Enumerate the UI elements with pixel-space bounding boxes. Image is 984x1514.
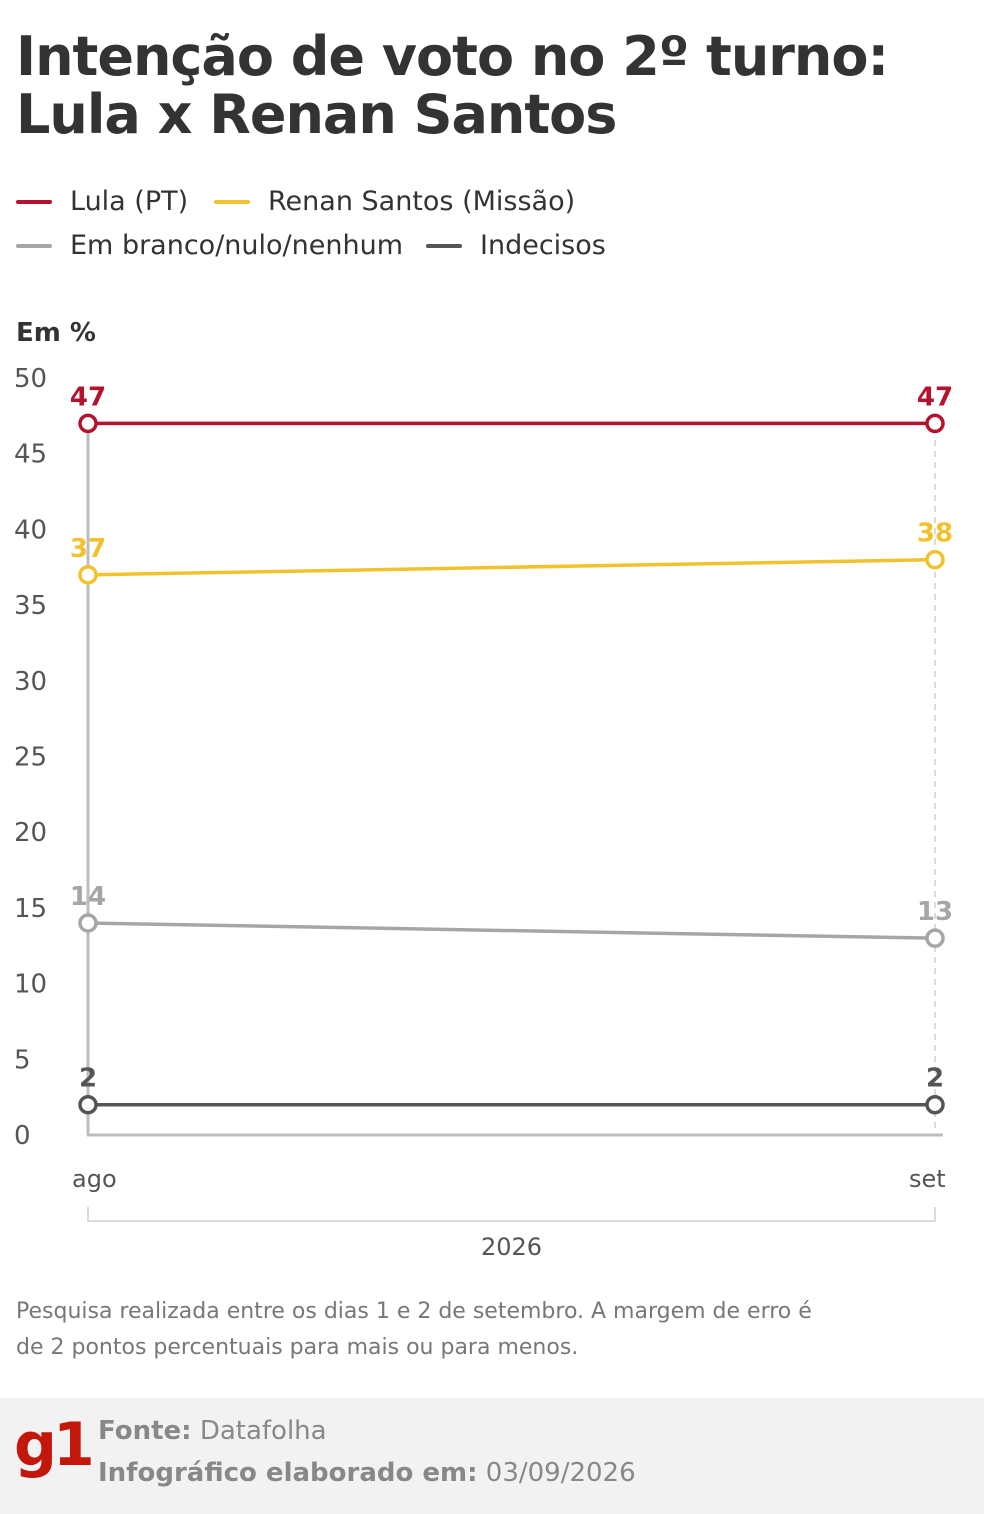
data-point [78,413,98,434]
source-label: Fonte: [98,1416,192,1446]
data-point [925,1094,945,1115]
y-tick-label: 45 [14,440,47,470]
data-label: 13 [917,897,953,927]
date-value: 03/09/2026 [485,1458,636,1488]
series-line [87,557,936,577]
source-line: Fonte: Datafolha [98,1416,327,1446]
y-tick-label: 25 [14,743,47,773]
data-label: 47 [917,382,953,412]
data-label: 38 [917,519,953,549]
data-label: 47 [70,382,106,412]
x-tick-label: ago [72,1165,117,1193]
data-point [925,549,945,570]
y-tick-label: 0 [14,1121,31,1151]
x-tick-label: set [909,1165,946,1193]
data-label: 37 [70,534,106,564]
legend-label: Em branco/nulo/nenhum [70,230,404,261]
unit-label: Em % [16,318,96,348]
footer: g1 Fonte: Datafolha Infográfico elaborad… [0,1398,984,1514]
source-value: Datafolha [199,1416,327,1446]
y-tick-label: 5 [14,1045,31,1075]
legend-swatch [16,243,52,248]
g1-logo: g1 [14,1410,95,1480]
y-tick-label: 30 [14,667,47,697]
date-line: Infográfico elaborado em: 03/09/2026 [98,1458,636,1488]
y-tick-label: 35 [14,591,47,621]
date-label: Infográfico elaborado em: [98,1458,478,1488]
y-tick-label: 50 [14,364,47,394]
data-point [78,565,98,585]
legend-label: Indecisos [480,230,606,261]
y-tick-label: 40 [14,515,47,545]
line-chart: 0 5 10 15 20 25 30 35 40 45 50 ago set 2026 47 47 37 38 14… [14,364,953,1260]
legend-item-indecisos: Indecisos [426,230,606,261]
data-label: 14 [70,882,106,912]
x-group-label: 2026 [481,1233,542,1260]
data-point [78,1094,98,1115]
y-tick-label: 10 [14,970,47,1000]
legend-label: Renan Santos (Missão) [268,186,576,217]
data-point [925,413,945,434]
data-label: 2 [926,1064,944,1094]
y-tick-label: 15 [14,894,47,924]
legend-label: Lula (PT) [70,186,189,217]
data-label: 2 [79,1064,97,1094]
data-point [78,913,98,933]
legend-swatch [214,199,250,204]
legend-item-lula: Lula (PT) [16,186,188,217]
chart-title: Intenção de voto no 2º turno: Lula x Ren… [16,25,889,146]
y-tick-label: 20 [14,818,47,848]
legend-swatch [426,243,462,248]
footnote: Pesquisa realizada entre os dias 1 e 2 d… [16,1299,812,1360]
legend-item-branco: Em branco/nulo/nenhum [16,230,403,261]
legend-swatch [16,199,52,204]
x-group-bracket [87,1207,936,1222]
data-point [925,928,945,948]
legend-item-renan: Renan Santos (Missão) [214,186,575,217]
series-line [87,921,936,940]
